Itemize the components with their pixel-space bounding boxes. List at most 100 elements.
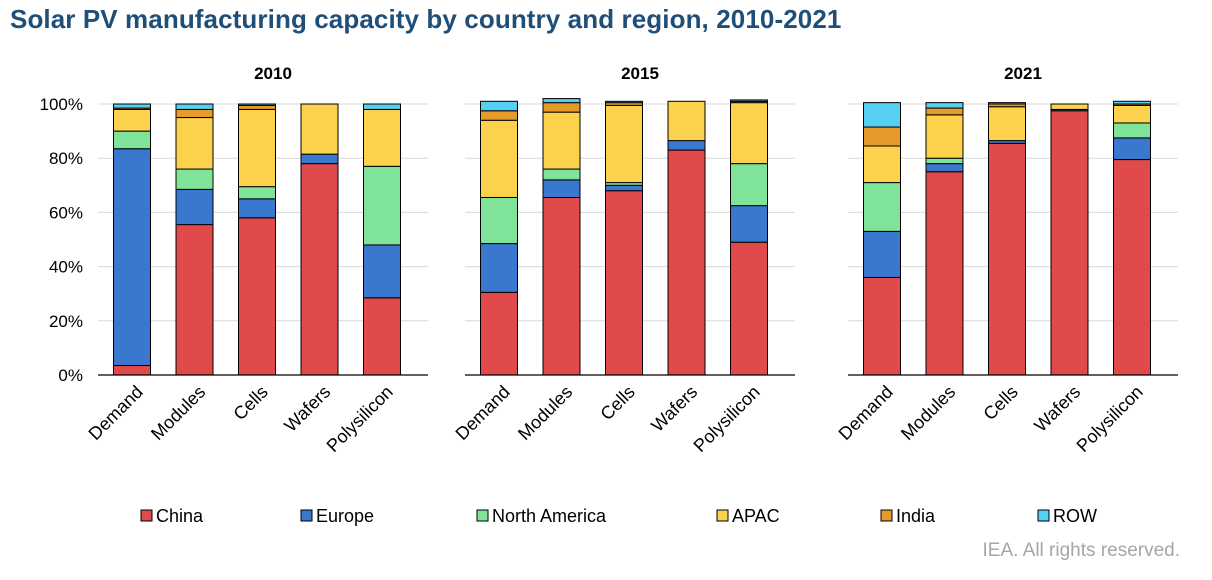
bar-segment-north-america-modules bbox=[542, 168, 581, 181]
x-tick-label: Wafers bbox=[1030, 382, 1084, 436]
legend-label: India bbox=[896, 506, 936, 526]
bar-segment-europe-cells bbox=[238, 198, 276, 219]
bar-segment-europe-demand bbox=[113, 148, 151, 367]
bar-segment-north-america-cells bbox=[238, 186, 276, 200]
bar-segment-europe-wafers bbox=[300, 153, 339, 165]
bar-segment-china-modules bbox=[542, 196, 581, 376]
bar-segment-row-polysilicon bbox=[1113, 100, 1151, 105]
bar-segment-apac-cells bbox=[988, 106, 1026, 142]
bar-segment-north-america-demand bbox=[113, 130, 151, 150]
legend-swatch bbox=[880, 509, 893, 522]
bar-segment-europe-cells bbox=[605, 184, 643, 192]
bar-segment-china-polysilicon bbox=[363, 297, 401, 376]
bar-segment-row-cells bbox=[605, 100, 643, 104]
bar-segment-row-cells bbox=[238, 103, 276, 106]
x-tick-label: Polysilicon bbox=[323, 382, 397, 456]
legend-item-india: India bbox=[880, 506, 936, 526]
bar-segment-north-america-demand bbox=[863, 182, 901, 232]
x-tick-label: Demand bbox=[452, 382, 514, 444]
bar-segment-india-modules bbox=[175, 108, 214, 119]
y-tick-label: 60% bbox=[49, 203, 83, 222]
bar-segment-india-modules bbox=[925, 107, 964, 116]
legend-label: North America bbox=[492, 506, 607, 526]
panel-title: 2015 bbox=[621, 64, 659, 83]
panel-2010: 2010 0% 20% 40% 60% 80% 100% Demand Modules Cells… bbox=[40, 64, 428, 456]
legend: China Europe North America APAC India ROW bbox=[140, 506, 1097, 526]
bar-segment-row-demand bbox=[113, 103, 151, 109]
bar-segment-apac-wafers bbox=[300, 103, 339, 155]
bar-segment-row-modules bbox=[175, 103, 214, 110]
bar-segment-europe-demand bbox=[863, 230, 901, 278]
bar-segment-china-polysilicon bbox=[730, 241, 768, 376]
bar-segment-row-cells bbox=[988, 102, 1026, 105]
legend-label: Europe bbox=[316, 506, 374, 526]
bar-segment-apac-wafers bbox=[1050, 103, 1089, 110]
bar-segment-apac-demand bbox=[113, 108, 151, 132]
bar-segment-apac-cells bbox=[238, 108, 276, 188]
legend-item-apac: APAC bbox=[716, 506, 780, 526]
x-tick-label: Polysilicon bbox=[1073, 382, 1147, 456]
x-tick-label: Polysilicon bbox=[690, 382, 764, 456]
bar-segment-europe-modules bbox=[542, 179, 581, 198]
bar-segment-europe-demand bbox=[480, 243, 518, 293]
bar-segment-china-demand bbox=[480, 291, 518, 376]
y-tick-label: 40% bbox=[49, 258, 83, 277]
bar-segment-china-wafers bbox=[300, 163, 339, 376]
x-tick-label: Wafers bbox=[280, 382, 334, 436]
x-tick-label: Wafers bbox=[647, 382, 701, 436]
legend-item-north-america: North America bbox=[476, 506, 607, 526]
bar-segment-apac-modules bbox=[542, 111, 581, 170]
bar-segment-row-demand bbox=[863, 102, 901, 128]
legend-swatch bbox=[1037, 509, 1050, 522]
y-tick-label: 20% bbox=[49, 312, 83, 331]
bar-segment-apac-wafers bbox=[667, 100, 706, 142]
bar-segment-china-cells bbox=[605, 190, 643, 376]
bar-segment-row-modules bbox=[925, 102, 964, 109]
x-tick-label: Modules bbox=[514, 382, 576, 444]
legend-swatch bbox=[140, 509, 153, 522]
bar-segment-europe-polysilicon bbox=[730, 205, 768, 243]
bar-segment-india-cells bbox=[238, 104, 276, 110]
bar-segment-china-wafers bbox=[1050, 110, 1089, 376]
bar-segment-china-modules bbox=[175, 224, 214, 376]
bar-segment-apac-demand bbox=[863, 145, 901, 184]
bar-segment-china-polysilicon bbox=[1113, 159, 1151, 376]
legend-swatch bbox=[476, 509, 489, 522]
footer-credit: IEA. All rights reserved. bbox=[982, 540, 1180, 561]
bar-segment-china-modules bbox=[925, 171, 964, 376]
bar-segment-apac-demand bbox=[480, 119, 518, 198]
bar-segment-china-demand bbox=[113, 365, 151, 376]
bar-segment-apac-modules bbox=[925, 114, 964, 159]
y-tick-label: 0% bbox=[58, 366, 83, 385]
x-tick-label: Cells bbox=[979, 382, 1021, 424]
bar-segment-north-america-modules bbox=[925, 157, 964, 165]
bar-segment-europe-polysilicon bbox=[1113, 137, 1151, 161]
panel-title: 2021 bbox=[1004, 64, 1042, 83]
y-tick-label: 80% bbox=[49, 149, 83, 168]
legend-label: China bbox=[156, 506, 204, 526]
bar-segment-apac-polysilicon bbox=[363, 108, 401, 167]
x-tick-label: Modules bbox=[897, 382, 959, 444]
bar-segment-north-america-demand bbox=[480, 196, 518, 245]
bar-segment-apac-polysilicon bbox=[1113, 104, 1151, 124]
bar-segment-apac-polysilicon bbox=[730, 102, 768, 165]
bar-segment-row-polysilicon bbox=[363, 103, 401, 110]
legend-item-europe: Europe bbox=[300, 506, 374, 526]
x-tick-label: Cells bbox=[229, 382, 271, 424]
bar-segment-europe-modules bbox=[175, 188, 214, 226]
bar-segment-europe-modules bbox=[925, 163, 964, 173]
legend-item-china: China bbox=[140, 506, 204, 526]
y-tick-label: 100% bbox=[40, 95, 83, 114]
bar-segment-europe-wafers bbox=[667, 140, 706, 151]
legend-item-row: ROW bbox=[1037, 506, 1097, 526]
bar-segment-china-cells bbox=[988, 142, 1026, 376]
chart-title: Solar PV manufacturing capacity by count… bbox=[10, 4, 842, 34]
bar-segment-north-america-polysilicon bbox=[363, 165, 401, 246]
bar-segment-north-america-polysilicon bbox=[730, 163, 768, 207]
bar-segment-row-demand bbox=[480, 100, 518, 112]
bar-segment-china-wafers bbox=[667, 149, 706, 376]
bar-segment-row-polysilicon bbox=[730, 99, 768, 102]
